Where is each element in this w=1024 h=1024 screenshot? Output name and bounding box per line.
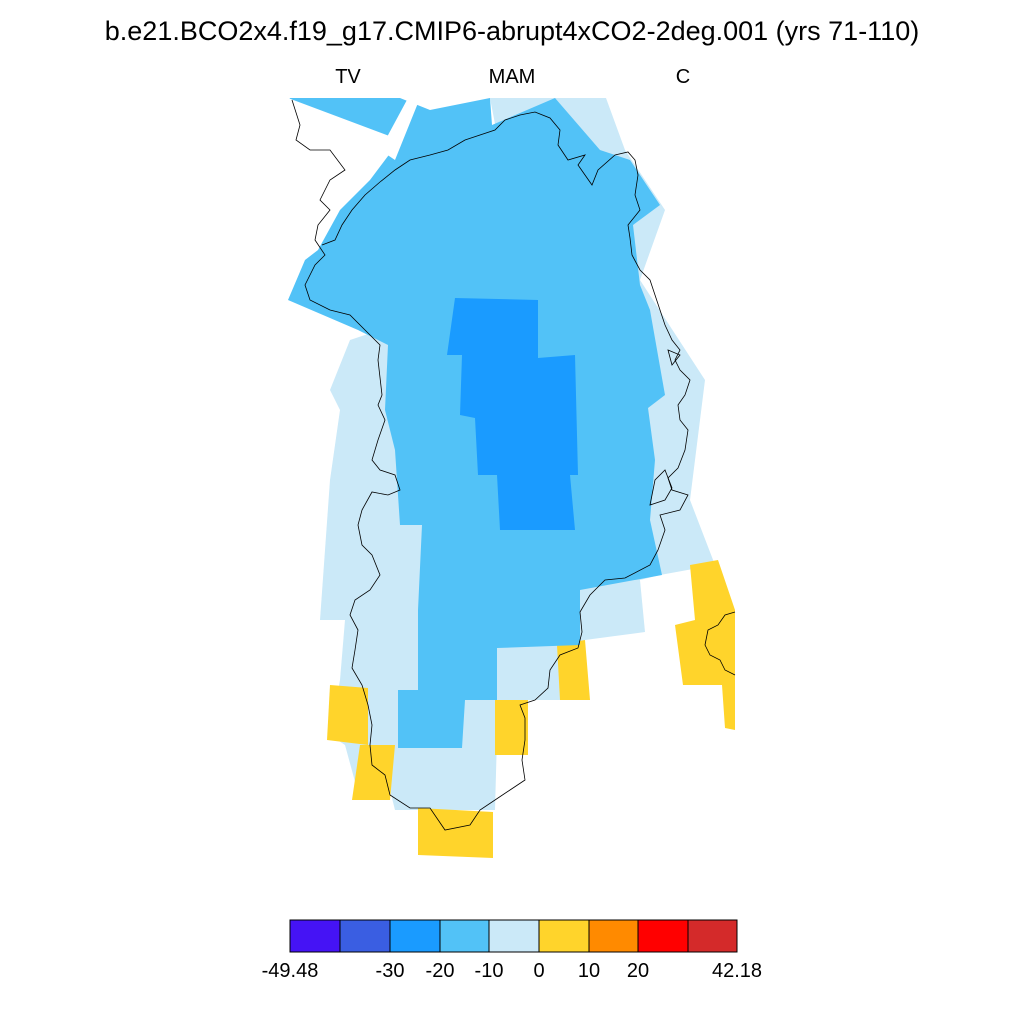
colorbar-box-5 <box>489 920 539 952</box>
colorbar-box-6 <box>539 920 589 952</box>
coastline-path-island <box>649 469 673 506</box>
coastline <box>291 99 736 831</box>
band-minus30-minus20 <box>447 298 578 530</box>
gap-3 <box>288 98 290 100</box>
left-subtitle: TV <box>335 66 361 88</box>
colorbar-label-minus30: -30 <box>375 960 405 982</box>
contour-fill <box>288 98 735 858</box>
colorbar-label-10: 10 <box>577 960 601 982</box>
colorbar-label-20: 20 <box>626 960 650 982</box>
colorbar-label-min: -49.48 <box>261 960 319 982</box>
gap-2 <box>380 98 420 160</box>
band-0-10-b <box>557 640 590 700</box>
colorbar-box-3 <box>390 920 440 952</box>
band-0-10-c <box>495 700 528 755</box>
colorbar-outline <box>289 919 738 953</box>
band-0-10-f <box>418 808 493 858</box>
colorbar-label-minus10: -10 <box>474 960 504 982</box>
coastline-path-east <box>704 611 736 676</box>
colorbar <box>289 919 738 953</box>
colorbar-label-minus20: -20 <box>425 960 455 982</box>
right-subtitle: C <box>675 66 691 88</box>
colorbar-box-2 <box>340 920 390 952</box>
colorbar-box-1 <box>290 920 340 952</box>
colorbar-box-4 <box>440 920 489 952</box>
colorbar-label-max: 42.18 <box>711 960 763 982</box>
band-0-10-d <box>327 685 368 745</box>
center-subtitle: MAM <box>488 66 536 88</box>
coastline-path-inlet <box>667 349 681 366</box>
colorbar-box-9 <box>688 920 737 952</box>
coastline-path-west <box>291 99 691 831</box>
gap-1 <box>288 142 375 250</box>
colorbar-box-7 <box>589 920 638 952</box>
colorbar-label-0: 0 <box>533 960 545 982</box>
colorbar-box-8 <box>638 920 688 952</box>
band-0-10-e <box>352 745 395 800</box>
map-title: b.e21.BCO2x4.f19_g17.CMIP6-abrupt4xCO2-2… <box>104 16 920 46</box>
